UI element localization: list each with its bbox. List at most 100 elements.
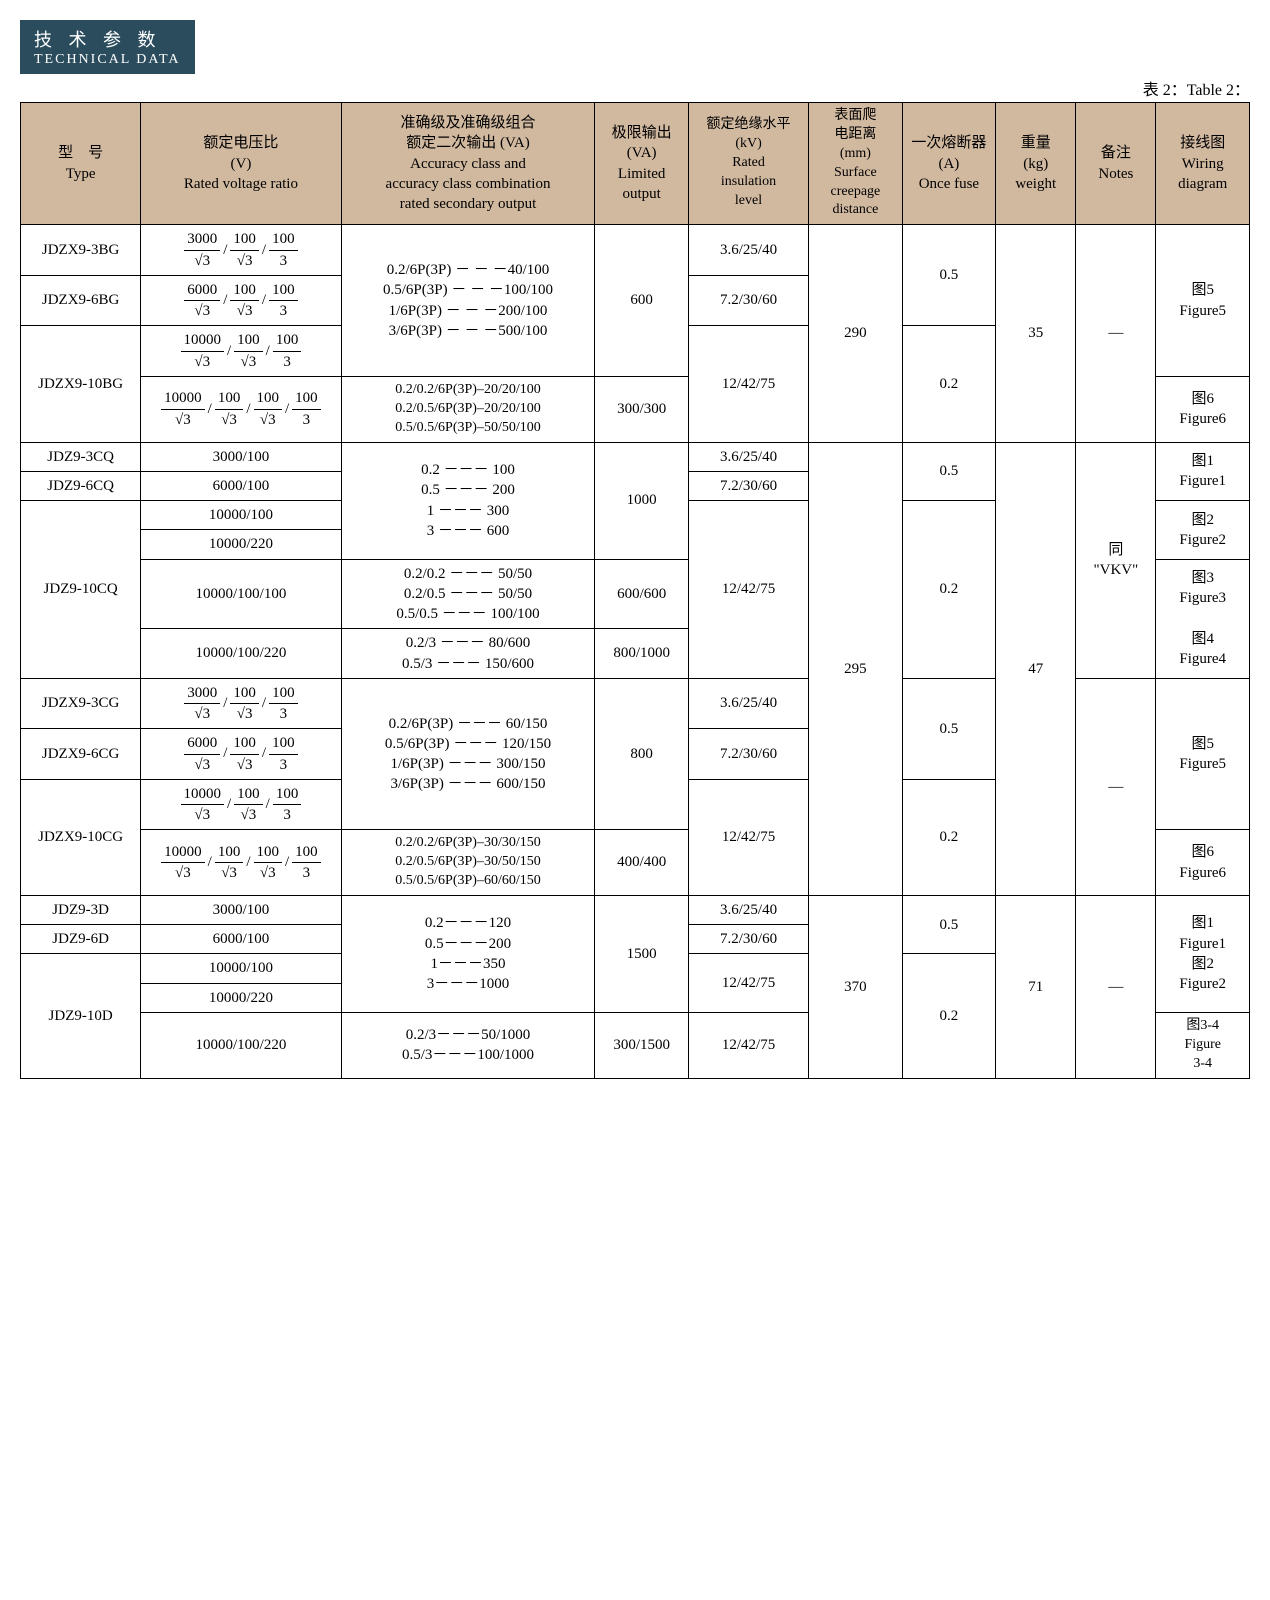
- cell-type: JDZ9-6D: [21, 925, 141, 954]
- cell-fuse: 0.2: [902, 954, 996, 1078]
- cell-insul: 3.6/25/40: [688, 895, 808, 924]
- cell-accuracy: 0.2/0.2/6P(3P)–20/20/100 0.2/0.5/6P(3P)–…: [341, 376, 595, 442]
- cell-type: JDZ9-10CQ: [21, 501, 141, 679]
- cell-accuracy: 0.2/0.2/6P(3P)–30/30/150 0.2/0.5/6P(3P)–…: [341, 830, 595, 896]
- cell-insul: 3.6/25/40: [688, 678, 808, 729]
- cell-ratio: 10000√3/100√3/1003: [141, 779, 341, 830]
- cell-limit: 800/1000: [595, 629, 689, 679]
- cell-ratio: 10000/220: [141, 983, 341, 1012]
- col-notes: 备注 Notes: [1076, 103, 1156, 225]
- cell-ratio: 6000/100: [141, 471, 341, 500]
- cell-limit: 300/300: [595, 376, 689, 442]
- cell-notes: —: [1076, 895, 1156, 1078]
- cell-ratio: 10000√3/100√3/100√3/1003: [141, 830, 341, 896]
- col-wiring: 接线图 Wiring diagram: [1156, 103, 1250, 225]
- cell-wiring: 图5 Figure5: [1156, 678, 1250, 830]
- cell-ratio: 10000√3/100√3/100√3/1003: [141, 376, 341, 442]
- cell-accuracy: 0.2/0.2 －－－ 50/50 0.2/0.5 －－－ 50/50 0.5/…: [341, 559, 595, 629]
- cell-fuse: 0.2: [902, 779, 996, 895]
- cell-fuse: 0.2: [902, 501, 996, 679]
- cell-insul: 7.2/30/60: [688, 275, 808, 326]
- cell-fuse: 0.5: [902, 225, 996, 326]
- cell-wiring: 图3 Figure3 图4 Figure4: [1156, 559, 1250, 678]
- col-weight: 重量 (kg) weight: [996, 103, 1076, 225]
- cell-wiring: 图2 Figure2: [1156, 501, 1250, 560]
- table-header-row: 型 号 Type 额定电压比 (V) Rated voltage ratio 准…: [21, 103, 1250, 225]
- col-ratio: 额定电压比 (V) Rated voltage ratio: [141, 103, 341, 225]
- cell-limit: 600/600: [595, 559, 689, 629]
- header-cn: 技 术 参 数: [34, 30, 162, 50]
- cell-insul: 3.6/25/40: [688, 442, 808, 471]
- table-row: JDZ9-3D 3000/100 0.2－－－120 0.5－－－200 1－－…: [21, 895, 1250, 924]
- cell-limit: 400/400: [595, 830, 689, 896]
- cell-limit: 1500: [595, 895, 689, 1012]
- cell-accuracy: 0.2/3－－－50/1000 0.5/3－－－100/1000: [341, 1012, 595, 1078]
- cell-type: JDZ9-10D: [21, 954, 141, 1078]
- cell-accuracy: 0.2－－－120 0.5－－－200 1－－－350 3－－－1000: [341, 895, 595, 1012]
- cell-wiring: 图6 Figure6: [1156, 376, 1250, 442]
- cell-type: JDZX9-10BG: [21, 326, 141, 442]
- col-insul: 额定绝缘水平 (kV) Rated insulation level: [688, 103, 808, 225]
- cell-insul: 7.2/30/60: [688, 925, 808, 954]
- table-row: JDZX9-3BG 3000√3/100√3/1003 0.2/6P(3P) －…: [21, 225, 1250, 276]
- table-caption: 表 2：Table 2：: [20, 76, 1250, 100]
- cell-limit: 300/1500: [595, 1012, 689, 1078]
- cell-ratio: 10000/100/220: [141, 1012, 341, 1078]
- cell-type: JDZX9-6BG: [21, 275, 141, 326]
- cell-wiring: 图6 Figure6: [1156, 830, 1250, 896]
- header-en: TECHNICAL DATA: [34, 52, 181, 68]
- cell-limit: 800: [595, 678, 689, 830]
- technical-data-table: 型 号 Type 额定电压比 (V) Rated voltage ratio 准…: [20, 102, 1250, 1079]
- cell-insul: 12/42/75: [688, 326, 808, 442]
- cell-insul: 7.2/30/60: [688, 729, 808, 780]
- cell-ratio: 10000/220: [141, 530, 341, 559]
- cell-weight: 47: [996, 442, 1076, 895]
- cell-accuracy: 0.2/6P(3P) －－－ 60/150 0.5/6P(3P) －－－ 120…: [341, 678, 595, 830]
- section-header: 技 术 参 数 TECHNICAL DATA: [20, 20, 195, 74]
- cell-ratio: 10000√3/100√3/1003: [141, 326, 341, 377]
- cell-ratio: 6000/100: [141, 925, 341, 954]
- cell-type: JDZX9-6CG: [21, 729, 141, 780]
- col-type: 型 号 Type: [21, 103, 141, 225]
- cell-insul: 12/42/75: [688, 779, 808, 895]
- cell-weight: 71: [996, 895, 1076, 1078]
- cell-creep: 295: [809, 442, 903, 895]
- cell-fuse: 0.2: [902, 326, 996, 442]
- cell-accuracy: 0.2/3 －－－ 80/600 0.5/3 －－－ 150/600: [341, 629, 595, 679]
- cell-insul: 3.6/25/40: [688, 225, 808, 276]
- cell-type: JDZ9-6CQ: [21, 471, 141, 500]
- cell-ratio: 3000√3/100√3/1003: [141, 225, 341, 276]
- col-accuracy: 准确级及准确级组合 额定二次输出 (VA) Accuracy class and…: [341, 103, 595, 225]
- cell-ratio: 3000/100: [141, 442, 341, 471]
- cell-accuracy: 0.2/6P(3P) － － －40/100 0.5/6P(3P) － － －1…: [341, 225, 595, 377]
- cell-type: JDZX9-3BG: [21, 225, 141, 276]
- cell-ratio: 3000/100: [141, 895, 341, 924]
- cell-creep: 290: [809, 225, 903, 442]
- cell-insul: 7.2/30/60: [688, 471, 808, 500]
- cell-ratio: 10000/100: [141, 501, 341, 530]
- cell-ratio: 10000/100: [141, 954, 341, 983]
- cell-type: JDZ9-3CQ: [21, 442, 141, 471]
- cell-limit: 1000: [595, 442, 689, 559]
- col-fuse: 一次熔断器 (A) Once fuse: [902, 103, 996, 225]
- cell-insul: 12/42/75: [688, 501, 808, 679]
- cell-wiring: 图5 Figure5: [1156, 225, 1250, 377]
- cell-ratio: 6000√3/100√3/1003: [141, 275, 341, 326]
- cell-creep: 370: [809, 895, 903, 1078]
- cell-fuse: 0.5: [902, 895, 996, 954]
- cell-notes: —: [1076, 225, 1156, 442]
- cell-fuse: 0.5: [902, 442, 996, 501]
- cell-accuracy: 0.2 －－－ 100 0.5 －－－ 200 1 －－－ 300 3 －－－ …: [341, 442, 595, 559]
- cell-type: JDZ9-3D: [21, 895, 141, 924]
- cell-wiring: 图1 Figure1: [1156, 442, 1250, 501]
- cell-wiring: 图1 Figure1 图2 Figure2: [1156, 895, 1250, 1012]
- col-creep: 表面爬 电距离 (mm) Surface creepage distance: [809, 103, 903, 225]
- cell-ratio: 3000√3/100√3/1003: [141, 678, 341, 729]
- cell-type: JDZX9-3CG: [21, 678, 141, 729]
- cell-insul: 12/42/75: [688, 954, 808, 1013]
- cell-ratio: 10000/100/100: [141, 559, 341, 629]
- cell-insul: 12/42/75: [688, 1012, 808, 1078]
- cell-ratio: 10000/100/220: [141, 629, 341, 679]
- cell-notes: 同 "VKV": [1076, 442, 1156, 678]
- cell-notes: —: [1076, 678, 1156, 895]
